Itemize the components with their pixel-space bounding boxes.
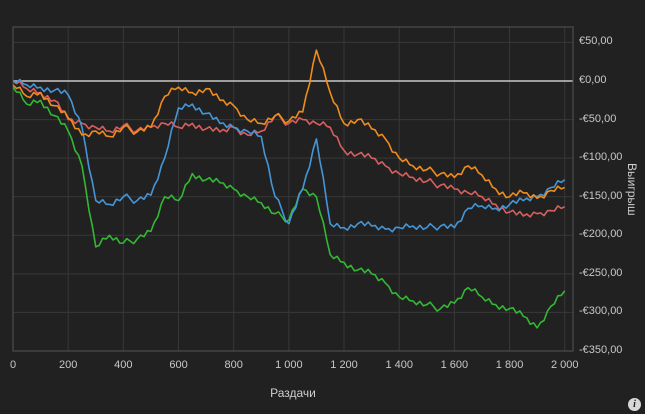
y-axis-title: Выигрыш [625, 162, 639, 216]
series-blue [13, 78, 566, 233]
info-icon[interactable]: i [628, 398, 641, 411]
series-orange [13, 49, 566, 200]
series-red [13, 80, 566, 218]
series-green [13, 86, 566, 329]
info-icon-glyph: i [633, 399, 636, 410]
x-axis-title: Раздачи [270, 386, 316, 400]
